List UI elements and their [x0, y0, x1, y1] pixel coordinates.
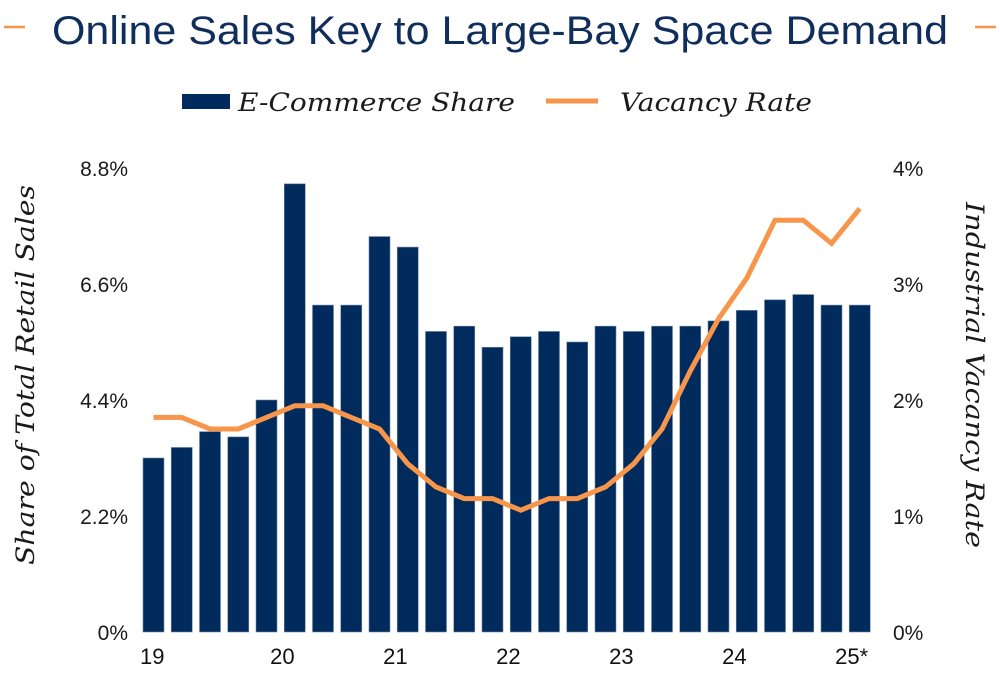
x-tick-label: 25*: [835, 644, 868, 669]
bar-q2-25: [848, 304, 871, 633]
legend-label-vacancy: Vacancy Rate: [620, 88, 812, 117]
bar-q4-19: [227, 436, 250, 633]
x-tick-label: 24: [722, 644, 746, 669]
x-tick-label: 20: [270, 644, 294, 669]
bar-q1-21: [368, 236, 391, 633]
y-tick-right-label: 3%: [893, 274, 923, 297]
x-axis-ticks: 19 20 21 22 23 24 25*: [140, 644, 869, 669]
bar-q2-19: [170, 447, 193, 633]
bar-q3-19: [199, 431, 221, 633]
x-tick-label: 22: [496, 644, 520, 669]
bar-q4-24: [792, 294, 815, 633]
bar-q4-22: [566, 341, 589, 633]
y-tick-left-label: 8.8%: [80, 158, 128, 181]
bar-q3-20: [312, 304, 334, 633]
bar-q3-21: [425, 331, 447, 633]
y-axis-left-ticks: 0% 2.2% 4.4% 6.6% 8.8%: [80, 158, 128, 645]
legend: E-Commerce Share Vacancy Rate: [182, 88, 812, 117]
bar-q2-24: [735, 310, 758, 633]
bar-q4-20: [340, 304, 363, 633]
y-tick-left-label: 6.6%: [80, 274, 128, 297]
vacancy-rate-line: [153, 207, 862, 513]
bar-q4-21: [453, 325, 476, 633]
bar-q2-23: [622, 331, 645, 633]
bar-q1-25: [820, 304, 843, 633]
y-tick-left-label: 0%: [98, 622, 128, 645]
legend-label-ecommerce: E-Commerce Share: [237, 88, 515, 117]
bar-q3-23: [651, 325, 673, 633]
y-tick-left-label: 2.2%: [80, 506, 128, 529]
y-axis-right-ticks: 0% 1% 2% 3% 4%: [893, 158, 923, 645]
bar-q1-20: [255, 399, 278, 633]
bar-series-ecommerce-share: [142, 183, 871, 633]
chart-title: Online Sales Key to Large-Bay Space Dema…: [52, 9, 948, 53]
y-tick-right-label: 2%: [893, 390, 923, 413]
y-tick-right-label: 0%: [893, 622, 923, 645]
bar-q4-23: [679, 325, 702, 633]
legend-swatch-ecommerce: [182, 94, 230, 109]
y-axis-title-left: Share of Total Retail Sales: [11, 185, 40, 565]
bar-q2-21: [396, 246, 419, 633]
bar-q1-22: [481, 346, 504, 633]
x-tick-label: 21: [383, 644, 407, 669]
bar-q3-22: [538, 331, 560, 633]
bar-q3-24: [764, 299, 786, 633]
bar-q1-19: [142, 457, 165, 633]
y-tick-right-label: 1%: [893, 506, 923, 529]
y-tick-right-label: 4%: [893, 158, 923, 181]
x-tick-label: 23: [609, 644, 633, 669]
bar-q1-24: [707, 320, 730, 633]
x-tick-label: 19: [140, 644, 164, 669]
y-tick-left-label: 4.4%: [80, 390, 128, 413]
bar-q2-22: [509, 336, 532, 633]
y-axis-title-right: Industrial Vacancy Rate: [960, 201, 989, 548]
line-series-vacancy-rate: [153, 207, 862, 513]
